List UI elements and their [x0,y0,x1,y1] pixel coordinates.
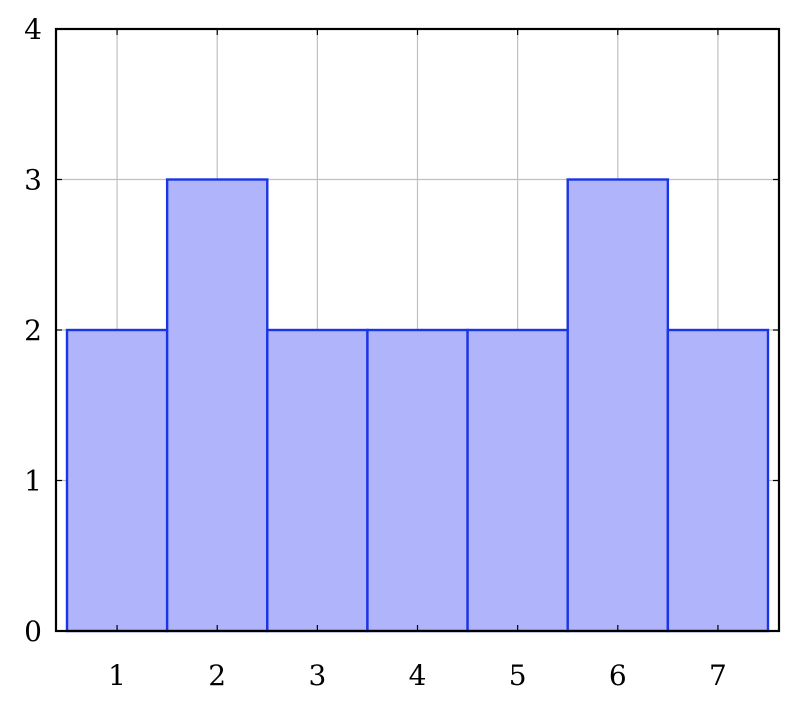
x-tick-label-7: 7 [709,659,727,692]
y-tick-label-1: 1 [24,465,42,498]
bar-2 [165,178,269,633]
y-tick-labels: 0 1 2 3 4 [24,13,42,648]
y-tick-label-2: 2 [24,314,42,347]
bar-5 [466,328,569,633]
y-tick-label-3: 3 [24,164,42,197]
x-tick-label-4: 4 [409,659,427,692]
x-tick-label-3: 3 [308,659,326,692]
x-tick-label-2: 2 [208,659,226,692]
x-tick-label-6: 6 [609,659,627,692]
x-tick-label-5: 5 [509,659,527,692]
bar-1 [65,328,169,633]
bar-6 [566,178,670,633]
bar-7 [666,328,770,633]
bars [65,178,770,633]
y-tick-label-0: 0 [24,615,42,648]
plot-frame [54,27,781,633]
bar-4 [366,328,469,633]
x-tick-label-1: 1 [108,659,126,692]
x-tick-labels: 1 2 3 4 5 6 7 [108,659,727,692]
y-tick-label-4: 4 [24,13,42,46]
bar-3 [266,328,369,633]
